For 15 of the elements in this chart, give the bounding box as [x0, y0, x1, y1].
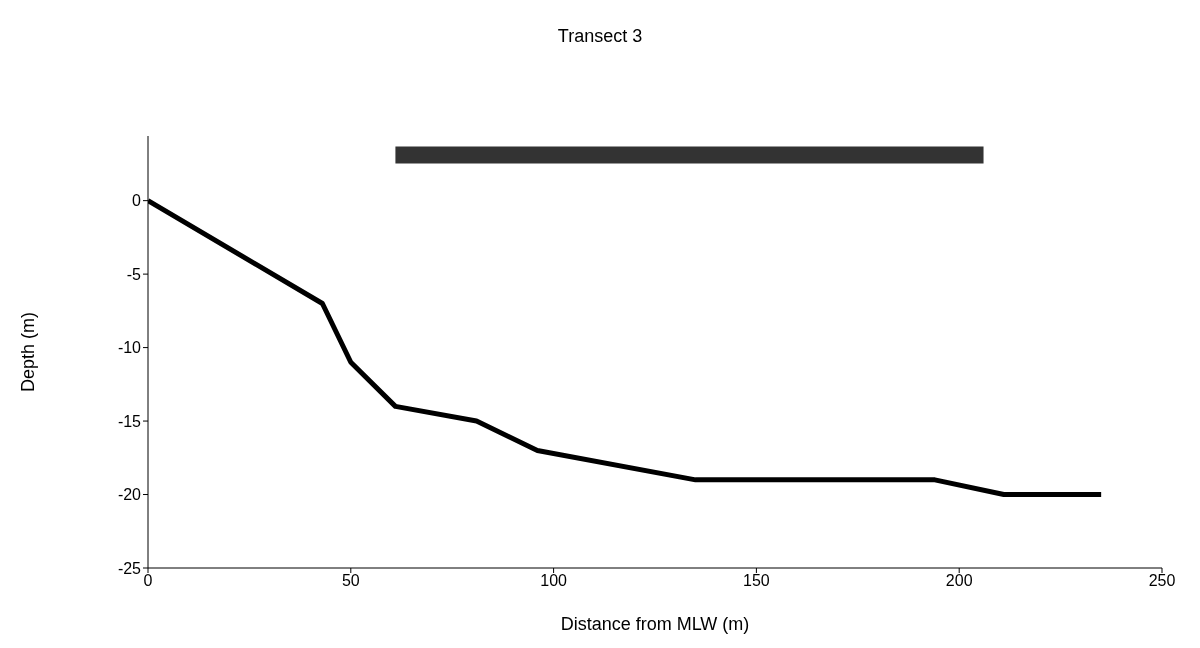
x-tick-label: 200	[945, 572, 973, 590]
y-tick-label: 0	[132, 192, 142, 210]
y-tick-label: -10	[117, 339, 142, 357]
y-tick-label: -15	[117, 412, 142, 430]
y-tick-label: -25	[117, 559, 142, 577]
x-tick-label: 0	[143, 572, 153, 590]
x-tick-label: 50	[341, 572, 360, 590]
y-tick-label: -20	[117, 486, 142, 504]
chart-title: Transect 3	[556, 26, 644, 47]
x-tick-label: 100	[540, 572, 568, 590]
x-tick-label: 250	[1148, 572, 1176, 590]
x-tick-label: 150	[743, 572, 770, 590]
y-axis-title: Depth (m)	[18, 311, 39, 393]
y-tick-label: -5	[126, 265, 142, 283]
x-axis-title: Distance from MLW (m)	[560, 614, 750, 634]
